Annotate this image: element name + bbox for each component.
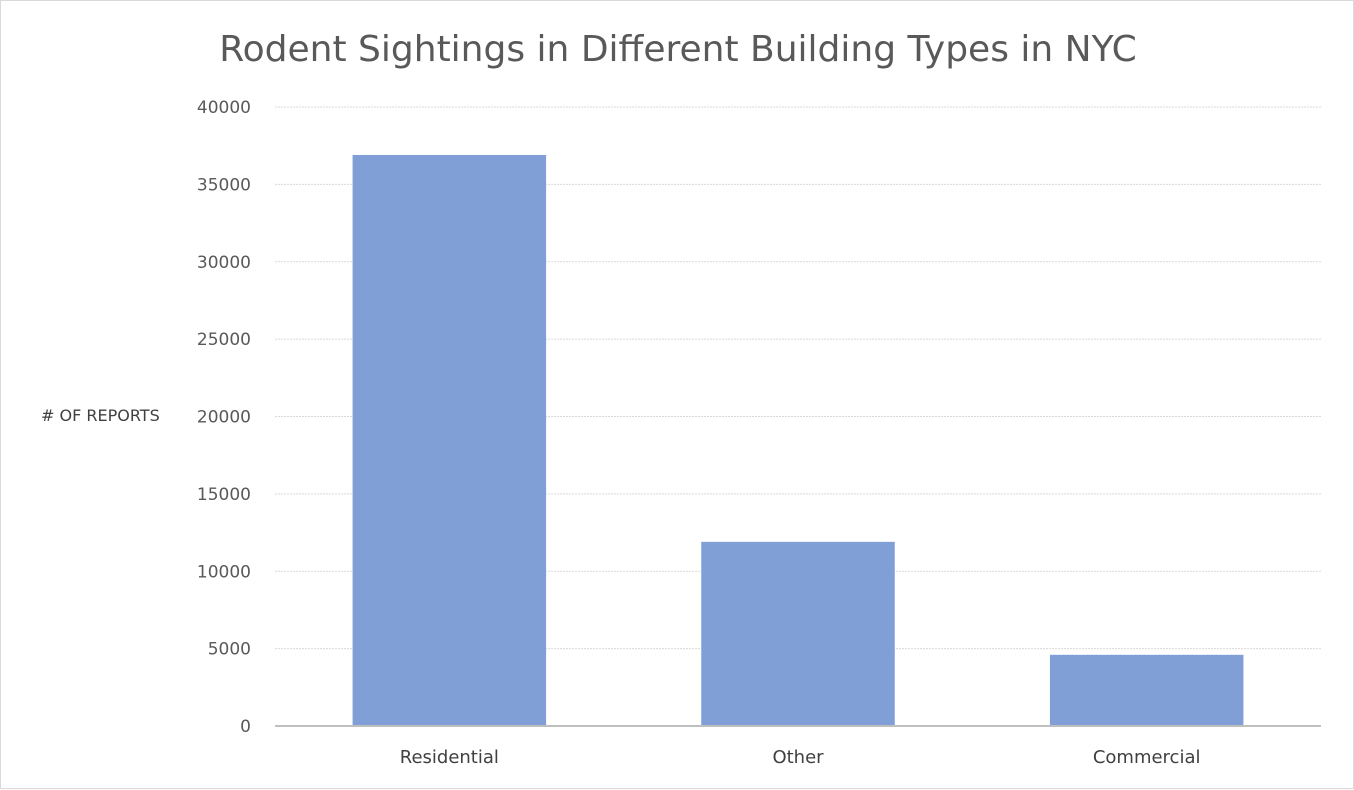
y-tick-label: 20000 [197,408,251,428]
x-tick-label: Other [772,747,824,768]
bar-other [701,541,895,726]
y-tick-label: 40000 [197,98,251,118]
y-tick-label: 10000 [197,562,251,582]
x-tick-labels: Residential Other Commercial [400,747,1201,768]
chart-title: Rodent Sightings in Different Building T… [219,29,1137,70]
y-tick-label: 5000 [208,640,251,660]
y-tick-label: 35000 [197,175,251,195]
y-tick-label: 15000 [197,485,251,505]
y-axis-label: # OF REPORTS [41,406,160,425]
y-tick-label: 30000 [197,253,251,273]
x-tick-label: Commercial [1093,747,1201,768]
bar-commercial [1049,654,1244,726]
y-tick-labels: 0 5000 10000 15000 20000 25000 30000 35000 40000 [197,98,251,737]
x-tick-label: Residential [400,747,499,768]
y-tick-label: 25000 [197,330,251,350]
bar-residential [352,154,547,726]
y-tick-label: 0 [240,717,251,737]
bars [352,154,1244,726]
